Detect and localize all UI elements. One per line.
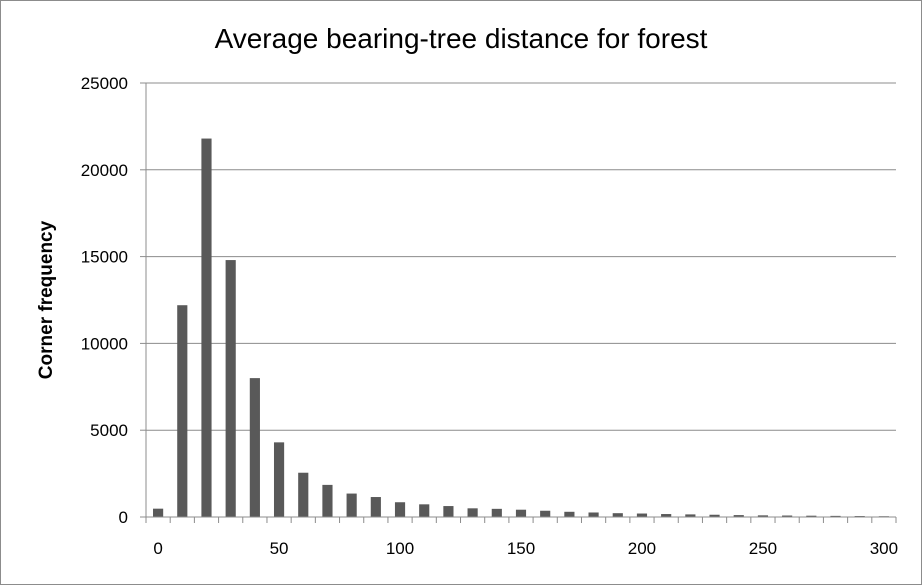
bar [177,305,188,517]
bar [370,497,381,517]
bar [249,378,260,517]
x-tick-label: 200 [628,539,656,558]
bar [564,511,575,517]
bar [273,442,285,517]
bar [806,515,817,517]
bar [661,514,672,517]
bar [443,506,454,517]
bar [201,138,212,517]
bar [588,512,599,517]
bar [540,510,551,517]
bar [636,513,648,517]
bar [225,260,236,517]
y-tick-label: 20000 [81,161,128,180]
x-tick-label: 0 [153,539,162,558]
bar [298,472,309,517]
bar [394,502,406,517]
bar [685,514,696,517]
y-tick-label: 10000 [81,334,128,353]
x-tick-label: 250 [749,539,777,558]
y-tick-label: 25000 [81,74,128,93]
bar [322,484,333,517]
bar [515,509,527,517]
bar [346,493,357,517]
x-tick-label: 100 [386,539,414,558]
bar [733,515,744,517]
bar [491,508,502,517]
bar [612,513,623,517]
y-tick-label: 0 [119,508,128,527]
bar [757,515,769,517]
bar [709,514,720,517]
bar [153,508,164,517]
y-tick-label: 5000 [90,421,128,440]
y-tick-label: 15000 [81,248,128,267]
bar [467,508,478,517]
bar [830,515,841,517]
bar [782,515,793,517]
x-tick-label: 50 [270,539,289,558]
chart-title: Average bearing-tree distance for forest [215,23,708,54]
bar [419,504,430,517]
x-tick-label: 150 [507,539,535,558]
y-axis-label: Corner frequency [36,220,57,379]
x-tick-label: 300 [870,539,898,558]
